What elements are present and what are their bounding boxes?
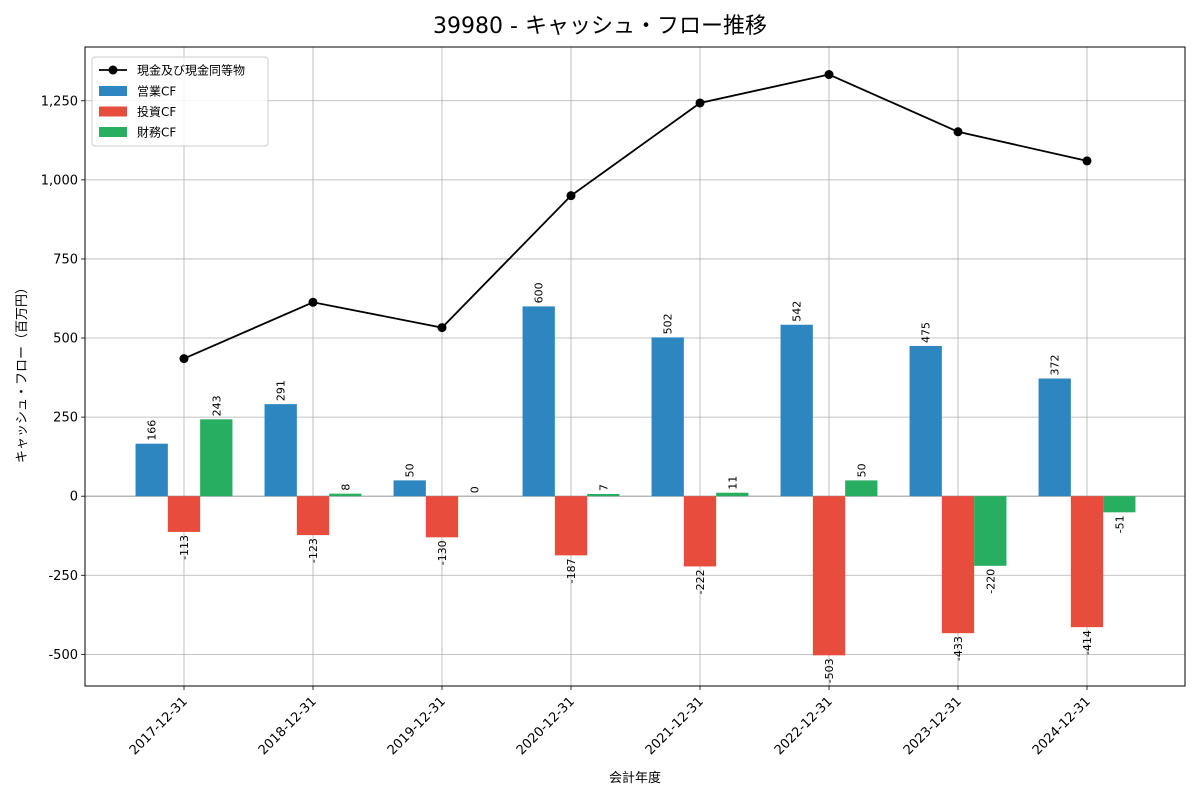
- cash-line-point: [179, 354, 189, 364]
- cash-line-point: [437, 323, 447, 333]
- bar-value-label: 8: [339, 484, 352, 491]
- legend-swatch: [99, 106, 127, 117]
- y-axis-title: キャッシュ・フロー（百万円）: [15, 281, 30, 463]
- bars: [135, 306, 1136, 656]
- bar: [329, 493, 362, 497]
- bar-value-label: 600: [533, 282, 546, 303]
- bar: [200, 419, 233, 497]
- bar: [425, 496, 459, 538]
- bar: [683, 496, 717, 567]
- x-axis-title: 会計年度: [609, 770, 661, 786]
- bar: [1070, 496, 1104, 628]
- bar-value-label: 50: [404, 463, 417, 477]
- x-tick-label: 2021-12-31: [643, 694, 707, 758]
- bar: [974, 496, 1007, 566]
- cash-line-point: [953, 127, 963, 137]
- x-tick-label: 2019-12-31: [385, 694, 449, 758]
- legend-label: 現金及び現金同等物: [137, 63, 245, 78]
- bar-value-label: 11: [726, 476, 739, 490]
- plot-frame: [84, 46, 1186, 687]
- bar: [941, 496, 975, 634]
- chart-title: 39980 - キャッシュ・フロー推移: [433, 14, 767, 39]
- bar: [296, 496, 330, 536]
- bar: [167, 496, 201, 532]
- bar: [393, 480, 426, 497]
- x-axis-ticks: 2017-12-31 2018-12-31 2019-12-31 2020-12-31…: [127, 686, 1094, 758]
- bar-labels: 166 291 50 600 502 542 475 372 -113 -123 -130 -187 -…: [146, 282, 1127, 683]
- bar-value-label: 166: [146, 420, 159, 441]
- bar-value-label: 0: [468, 486, 481, 493]
- bar-value-label: -123: [307, 538, 320, 563]
- bar: [909, 345, 942, 497]
- bar-value-label: 475: [920, 322, 933, 343]
- y-tick-label: -250: [48, 569, 78, 584]
- cash-line-point: [695, 98, 705, 108]
- bar: [780, 324, 813, 497]
- bar: [812, 496, 846, 656]
- bar: [1103, 496, 1136, 513]
- y-tick-label: -500: [48, 648, 78, 663]
- y-tick-label: 500: [53, 332, 78, 347]
- bar-value-label: 542: [791, 301, 804, 322]
- bar-value-label: -130: [436, 540, 449, 565]
- y-tick-label: 0: [70, 490, 78, 505]
- bar: [845, 480, 878, 497]
- bar-value-label: 50: [855, 463, 868, 477]
- bar-value-label: -414: [1081, 630, 1094, 655]
- bar-value-label: -187: [565, 558, 578, 583]
- bar-value-label: -51: [1113, 515, 1126, 533]
- bar-value-label: 291: [275, 380, 288, 401]
- legend-label: 投資CF: [137, 104, 176, 119]
- bar-value-label: -220: [984, 569, 997, 594]
- legend-label: 営業CF: [137, 85, 176, 99]
- bar: [651, 337, 684, 497]
- legend-swatch: [99, 86, 127, 96]
- bar: [587, 493, 620, 497]
- bar-value-label: -433: [952, 636, 965, 661]
- cash-line-point: [824, 70, 834, 80]
- cash-line-point: [566, 191, 576, 201]
- cash-line-point: [1082, 156, 1092, 166]
- x-tick-label: 2023-12-31: [901, 694, 965, 758]
- bar-value-label: 372: [1049, 355, 1062, 376]
- bar: [135, 443, 168, 497]
- x-tick-label: 2020-12-31: [514, 694, 578, 758]
- y-tick-label: 1,000: [41, 173, 78, 188]
- bar: [522, 306, 555, 497]
- y-tick-label: 1,250: [41, 94, 78, 109]
- bar-value-label: -113: [178, 535, 191, 560]
- bar-value-label: 243: [210, 395, 223, 416]
- bar-value-label: 502: [662, 313, 675, 334]
- bar-value-label: 7: [597, 484, 610, 491]
- x-tick-label: 2017-12-31: [127, 694, 191, 758]
- bar: [716, 492, 749, 497]
- legend-box: [91, 56, 269, 147]
- cash-line-series: [179, 70, 1092, 364]
- cash-line-point: [308, 297, 318, 307]
- bar-value-label: -503: [823, 658, 836, 683]
- x-tick-label: 2018-12-31: [256, 694, 320, 758]
- x-tick-label: 2024-12-31: [1030, 694, 1094, 758]
- bar-value-label: -222: [694, 569, 707, 594]
- bar: [1038, 378, 1071, 497]
- y-tick-label: 750: [53, 252, 78, 267]
- y-axis-ticks: -500 -250 0 250 500 750 1,000 1,250: [41, 94, 85, 663]
- legend-label: 財務CF: [137, 125, 176, 140]
- bar: [554, 496, 588, 556]
- x-tick-label: 2022-12-31: [772, 694, 836, 758]
- bar: [264, 404, 297, 497]
- legend-swatch: [99, 127, 127, 137]
- y-tick-label: 250: [53, 411, 78, 426]
- cash-line-path: [183, 73, 1088, 360]
- legend-line-marker: [108, 65, 118, 75]
